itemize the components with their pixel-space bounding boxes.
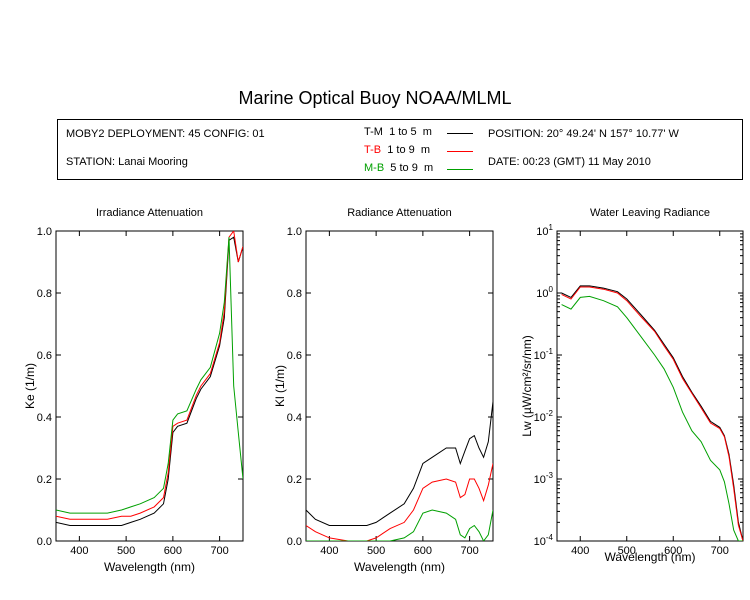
x-tick-label: 400 xyxy=(571,545,589,557)
chart-title: Radiance Attenuation xyxy=(347,207,452,219)
x-tick-label: 600 xyxy=(414,545,432,557)
x-tick-label: 500 xyxy=(117,545,135,557)
legend-entry-tb: T-B 1 to 9 m xyxy=(364,144,430,156)
plot-frame xyxy=(556,230,744,542)
y-tick-label: 0.8 xyxy=(37,288,52,300)
legend-entry-mb: M-B 5 to 9 m xyxy=(364,162,433,174)
date-text: DATE: 00:23 (GMT) 11 May 2010 xyxy=(488,156,651,168)
y-tick-label: 0.8 xyxy=(287,288,302,300)
x-tick-label: 600 xyxy=(164,545,182,557)
series-line-t-b xyxy=(306,463,493,541)
series-line-m-b xyxy=(561,295,743,541)
legend-unit: m xyxy=(420,144,431,156)
x-axis-label: Wavelength (nm) xyxy=(354,560,445,574)
x-tick-label: 400 xyxy=(70,545,88,557)
legend-entry-tm: T-M 1 to 5 m xyxy=(364,126,432,138)
x-axis-label: Wavelength (nm) xyxy=(104,560,195,574)
x-tick-label: 500 xyxy=(618,545,636,557)
x-tick-label: 400 xyxy=(320,545,338,557)
x-axis-label: Wavelength (nm) xyxy=(605,550,696,564)
legend-code: M-B xyxy=(364,162,385,174)
legend-unit: m xyxy=(422,126,432,138)
y-tick-label: 0.4 xyxy=(287,412,302,424)
main-title: Marine Optical Buoy NOAA/MLML xyxy=(238,88,512,108)
position-text: POSITION: 20° 49.24' N 157° 10.77' W xyxy=(488,128,679,140)
chart-title: Irradiance Attenuation xyxy=(96,207,203,219)
y-tick-label: 1.0 xyxy=(37,226,52,238)
deployment-text: MOBY2 DEPLOYMENT: 45 CONFIG: 01 xyxy=(66,128,265,140)
y-tick-label: 100 xyxy=(536,285,553,300)
series-line-t-m xyxy=(56,236,243,526)
y-tick-label: 0.2 xyxy=(287,474,302,486)
legend-range: 1 to 9 xyxy=(387,144,415,156)
legend-code: T-M xyxy=(364,126,383,138)
y-tick-label: 0.6 xyxy=(287,350,302,362)
series-line-t-m xyxy=(306,401,493,526)
y-axis-label: Ke (1/m) xyxy=(23,363,37,409)
y-tick-label: 0.4 xyxy=(37,412,52,424)
y-tick-label: 0.0 xyxy=(37,536,52,548)
legend-line-tb xyxy=(447,151,473,152)
station-text: STATION: Lanai Mooring xyxy=(66,156,188,168)
y-tick-label: 0.0 xyxy=(287,536,302,548)
chart-title: Water Leaving Radiance xyxy=(590,207,710,219)
legend-code: T-B xyxy=(364,144,382,156)
series-line-t-b xyxy=(56,231,243,520)
y-tick-label: 10-4 xyxy=(534,533,554,548)
x-tick-label: 700 xyxy=(711,545,729,557)
x-tick-label: 500 xyxy=(367,545,385,557)
y-tick-label: 1.0 xyxy=(287,226,302,238)
y-axis-label: Lw (µW/cm²/sr/nm) xyxy=(520,335,534,437)
legend-unit: m xyxy=(423,162,434,174)
y-tick-label: 10-3 xyxy=(534,471,554,486)
series-line-m-b xyxy=(306,509,493,541)
y-tick-label: 0.6 xyxy=(37,350,52,362)
plot-frame xyxy=(55,230,244,542)
legend-line-mb xyxy=(447,169,473,170)
info-box: MOBY2 DEPLOYMENT: 45 CONFIG: 01 STATION:… xyxy=(57,119,743,180)
legend-line-tm xyxy=(447,133,473,134)
y-tick-label: 10-1 xyxy=(534,347,554,362)
series-line-m-b xyxy=(56,237,243,514)
y-tick-label: 101 xyxy=(536,223,553,238)
y-tick-label: 0.2 xyxy=(37,474,52,486)
x-tick-label: 700 xyxy=(210,545,228,557)
legend-range: 1 to 5 xyxy=(389,126,417,138)
plot-frame xyxy=(305,230,494,542)
series-line-t-b xyxy=(561,286,743,541)
series-line-t-m xyxy=(561,285,743,541)
legend-range: 5 to 9 xyxy=(390,162,418,174)
y-tick-label: 10-2 xyxy=(534,409,554,424)
y-axis-label: Kl (1/m) xyxy=(273,365,287,407)
x-tick-label: 700 xyxy=(460,545,478,557)
x-tick-label: 600 xyxy=(664,545,682,557)
